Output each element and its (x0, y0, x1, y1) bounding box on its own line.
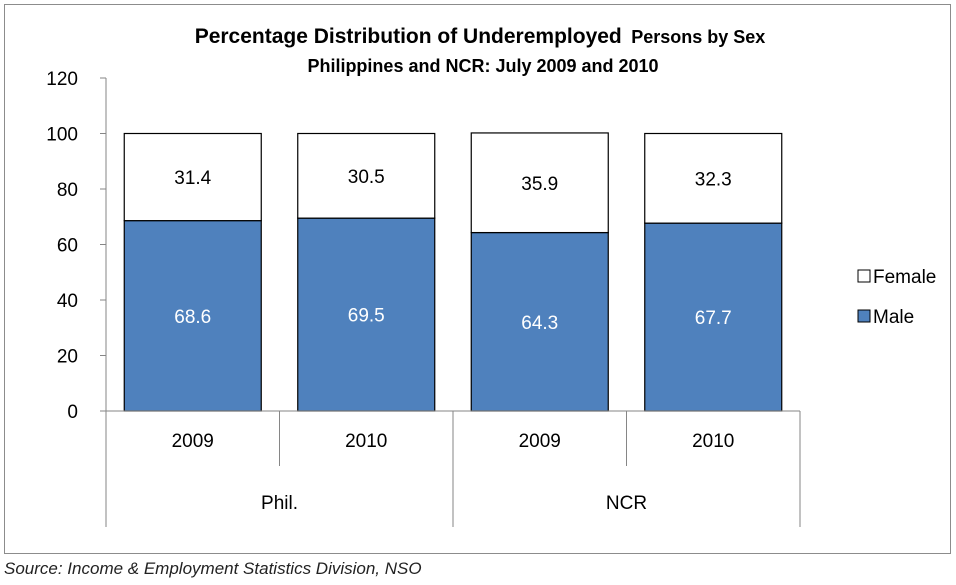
female-data-label: 31.4 (174, 168, 211, 189)
male-legend-label: Male (873, 307, 914, 328)
x-tick-label: 2010 (345, 431, 387, 452)
bars: 68.6 31.4 69.5 30.5 64.3 35.9 67.7 32.3 (123, 132, 783, 412)
male-data-label: 69.5 (348, 306, 385, 327)
female-data-label: 30.5 (348, 167, 385, 188)
y-tick-label: 0 (67, 402, 78, 423)
male-data-label: 64.3 (521, 313, 558, 334)
x-group-label: NCR (606, 493, 647, 514)
male-bar (123, 220, 262, 412)
y-tick-label: 20 (57, 347, 78, 368)
female-bar (123, 132, 262, 222)
x-tick-label: 2010 (692, 431, 734, 452)
y-tick-label: 100 (46, 125, 78, 146)
y-tick-label: 60 (57, 236, 78, 257)
source-note: Source: Income & Employment Statistics D… (4, 559, 422, 578)
legend: Female Male (857, 267, 936, 328)
y-tick-label: 80 (57, 180, 78, 201)
x-tick-label: 2009 (519, 431, 561, 452)
x-group-label: Phil. (261, 493, 298, 514)
chart-title: Percentage Distribution of Underemployed… (195, 25, 766, 48)
female-bar (470, 132, 609, 234)
chart-title-main: Percentage Distribution of Underemployed (195, 25, 622, 48)
female-legend-label: Female (873, 267, 936, 288)
chart-subtitle: Philippines and NCR: July 2009 and 2010 (307, 56, 658, 76)
chart-title-suffix: Persons by Sex (631, 27, 765, 47)
y-tick-label: 120 (46, 69, 78, 90)
male-data-label: 67.7 (695, 308, 732, 329)
female-data-label: 35.9 (521, 174, 558, 195)
x-tick-label: 2009 (172, 431, 214, 452)
y-axis: 0 20 40 60 80 100 120 (46, 69, 107, 423)
female-bar (644, 132, 783, 224)
female-bar (297, 132, 436, 219)
x-axis: 2009 2010 2009 2010 Phil. NCR (105, 410, 801, 527)
male-legend-swatch (857, 309, 871, 323)
y-tick-label: 40 (57, 291, 78, 312)
male-data-label: 68.6 (174, 307, 211, 328)
female-data-label: 32.3 (695, 169, 732, 190)
male-bar (644, 222, 783, 412)
female-legend-swatch (857, 269, 871, 283)
